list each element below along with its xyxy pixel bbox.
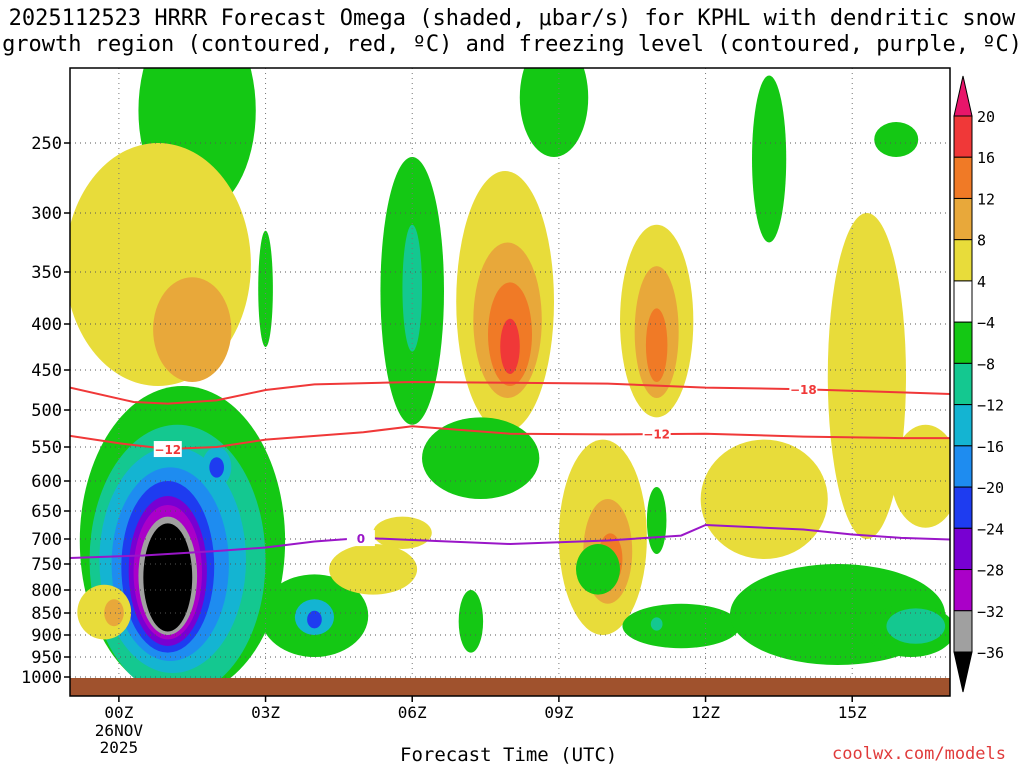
colorbar-label: 12	[977, 190, 995, 208]
contour-label-bg	[789, 381, 818, 398]
omega-region	[650, 617, 663, 631]
omega-region	[827, 213, 907, 539]
omega-region	[77, 584, 132, 640]
x-tick-label: 00Z	[104, 703, 133, 722]
date-label-line-1: 26NOV	[95, 721, 144, 740]
credit-text: coolwx.com/models	[832, 744, 1006, 764]
colorbar-segment	[953, 569, 973, 612]
omega-region	[143, 523, 193, 632]
omega-shading	[70, 68, 950, 696]
y-tick-label: 400	[31, 315, 62, 335]
colorbar-top-arrow	[953, 75, 973, 117]
colorbar-label: −4	[977, 314, 995, 332]
contour-label-bg	[346, 530, 375, 547]
omega-region	[104, 599, 124, 627]
omega-region	[329, 544, 418, 595]
chart-title: 2025112523 HRRR Forecast Omega (shaded, …	[0, 6, 1024, 58]
y-tick-label: 600	[31, 472, 62, 492]
plot-frame	[69, 67, 951, 697]
omega-region	[153, 277, 232, 382]
y-tick-label: 500	[31, 401, 62, 421]
x-tick-label: 09Z	[544, 703, 573, 722]
omega-region	[458, 590, 484, 653]
contour-label: −18	[790, 383, 817, 397]
title-line-2: growth region (contoured, red, ºC) and f…	[2, 32, 1022, 57]
colorbar-label: −16	[977, 438, 1004, 456]
y-tick-label: 350	[31, 263, 62, 283]
omega-region	[576, 544, 620, 595]
colorbar-label: −28	[977, 562, 1004, 580]
colorbar-segment	[953, 280, 973, 323]
y-tick-label: 800	[31, 581, 62, 601]
y-tick-label: 750	[31, 555, 62, 575]
colorbar-segment	[953, 486, 973, 529]
colorbar-label: 16	[977, 149, 995, 167]
colorbar-segment	[953, 445, 973, 488]
colorbar-segment	[953, 197, 973, 241]
colorbar-label: −24	[977, 520, 1004, 538]
colorbar-label: −12	[977, 397, 1004, 415]
omega-region	[500, 318, 520, 374]
y-tick-label: 950	[31, 648, 62, 668]
colorbar-label: −8	[977, 355, 995, 373]
colorbar-segment	[953, 239, 973, 282]
contour-label-bg	[153, 441, 182, 458]
title-line-1: 2025112523 HRRR Forecast Omega (shaded, …	[8, 6, 1016, 31]
contours: −18 −12 −12 0	[70, 380, 950, 559]
contour-label: −12	[643, 428, 670, 442]
y-axis: 2503003504004505005506006507007508008509…	[21, 134, 70, 688]
x-tick-label: 06Z	[398, 703, 427, 722]
contour-label: 0	[357, 532, 365, 546]
omega-region	[645, 308, 668, 383]
omega-region	[886, 608, 946, 644]
colorbar-segment	[953, 404, 973, 447]
omega-region	[209, 457, 225, 478]
omega-region	[373, 516, 432, 549]
freezing-level-contour	[70, 523, 950, 559]
y-tick-label: 700	[31, 530, 62, 550]
colorbar-segment	[953, 321, 973, 364]
omega-region	[307, 610, 322, 629]
grid-lines	[70, 68, 950, 696]
colorbar-label: 8	[977, 232, 986, 250]
y-tick-label: 450	[31, 361, 62, 381]
colorbar-label: −36	[977, 644, 1004, 662]
contour-label-bg	[642, 425, 671, 442]
x-axis-title: Forecast Time (UTC)	[400, 744, 618, 766]
colorbar-label: −32	[977, 603, 1004, 621]
colorbar-label: −20	[977, 479, 1004, 497]
y-tick-label: 650	[31, 502, 62, 522]
terrain-band	[70, 678, 950, 696]
x-tick-label: 03Z	[251, 703, 280, 722]
omega-region	[646, 487, 667, 554]
omega-region	[891, 424, 950, 528]
omega-region	[422, 417, 540, 500]
y-tick-label: 250	[31, 134, 62, 154]
y-tick-label: 550	[31, 438, 62, 458]
x-tick-label: 12Z	[691, 703, 720, 722]
colorbar-segment	[953, 362, 973, 406]
y-tick-label: 850	[31, 604, 62, 624]
omega-region	[874, 122, 919, 157]
omega-region	[700, 439, 828, 559]
colorbar-label: 4	[977, 273, 986, 291]
y-tick-label: 300	[31, 204, 62, 224]
colorbar: 20 16 12 8 4 −4 −8 −12 −16 −20 −24 −28 −32 −36	[953, 75, 1004, 693]
omega-region	[752, 75, 787, 243]
colorbar-label: 20	[977, 108, 995, 126]
y-tick-label: 1000	[21, 668, 62, 688]
colorbar-segment	[953, 115, 973, 158]
y-tick-label: 900	[31, 626, 62, 646]
x-tick-label: 15Z	[838, 703, 867, 722]
colorbar-segment	[953, 527, 973, 571]
omega-region	[622, 603, 740, 649]
omega-region	[519, 68, 589, 157]
colorbar-bottom-arrow	[953, 651, 973, 693]
date-label-line-2: 2025	[100, 738, 139, 757]
contour-label: −12	[154, 443, 181, 457]
colorbar-segment	[953, 610, 973, 653]
colorbar-segment	[953, 156, 973, 199]
